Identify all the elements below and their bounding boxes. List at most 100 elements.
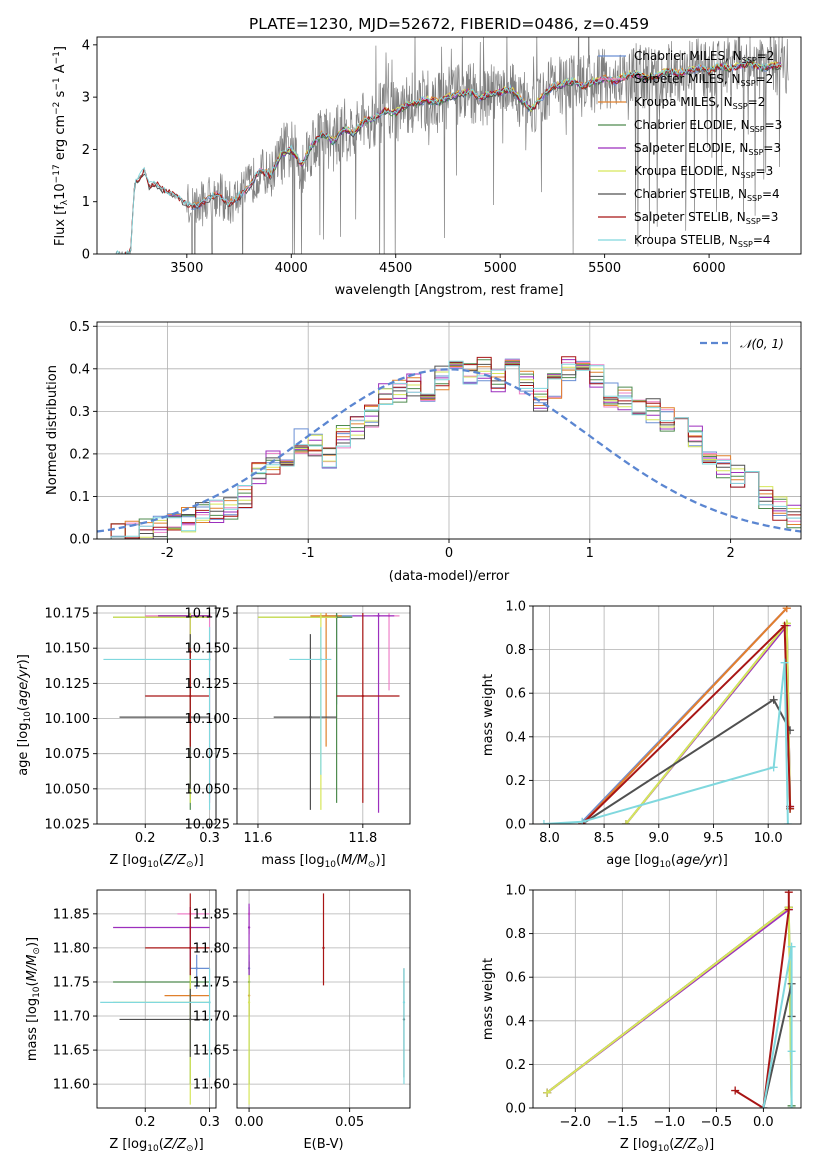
age_vs_Z-xtick-label: 0.3: [199, 831, 220, 846]
mass_vs_Z-chabrier-stelib-point: [189, 1018, 192, 1021]
age_vs_Z-ytick-label: 10.150: [45, 642, 91, 657]
massweight_vs_Z-xlabel-part: )]: [704, 1137, 714, 1152]
resid-ylabel: Normed distribution: [45, 365, 60, 495]
massweight_vs_age-frame: [532, 605, 802, 825]
resid-ytick-label: 0.3: [69, 405, 90, 420]
massweight_vs_age-chabrier-stelib-marker: [769, 695, 778, 704]
spectrum-xtick-label: 6000: [693, 261, 726, 276]
massweight_vs_age-kroupa-stelib-marker: [769, 763, 778, 772]
mass_vs_Z-ytick-label: 11.70: [53, 1010, 90, 1025]
resid-xlabel: (data-model)/error: [389, 569, 510, 584]
spectrum-xtick-label: 4500: [379, 261, 412, 276]
spectrum-ylabel-part: −1: [52, 77, 62, 90]
mass_vs_Z-ylabel-part: )]: [25, 937, 40, 947]
mass_vs_EBV-frame: [236, 889, 411, 1109]
legend-suffix: =2: [757, 49, 775, 63]
massweight_vs_Z-xlabel-part: (: [669, 1137, 674, 1152]
mass_vs_EBV-axes: 0.00 0.05 11.60 11.65 11.70 11.75 11.80 11.85: [193, 889, 411, 1130]
mass_vs_Z-ylabel: mass [log10(M/M⊙)]: [25, 937, 42, 1061]
massweight_vs_age-xlabel: age [log10(age/yr)]: [606, 853, 728, 870]
massweight_vs_age-kroupa-stelib-marker: [539, 820, 548, 824]
legend-text: Kroupa ELODIE, N: [634, 164, 741, 178]
resid-xtick-label: 1: [586, 546, 594, 561]
age_vs_mass-xtick-label: 11.6: [243, 831, 272, 846]
spectrum-xtick-label: 4000: [275, 261, 308, 276]
spectrum-xlabel: wavelength [Angstrom, rest frame]: [335, 283, 564, 298]
spectrum-ytick-label: 3: [82, 91, 90, 106]
massweight_vs_age-xlabel-part: age [log: [606, 853, 659, 868]
legend-sub: SSP: [741, 79, 756, 88]
age_vs_mass-xlabel-part: mass [log: [261, 853, 324, 868]
mass_vs_Z-salpeter-stelib-point: [189, 946, 192, 950]
spectrum-xtick-label: 5000: [484, 261, 517, 276]
age_vs_Z-ytick-label: 10.175: [45, 607, 91, 622]
age_vs_mass-ytick-label: 10.075: [185, 747, 231, 762]
massweight_vs_Z-xlabel: Z [log10(Z/Z⊙)]: [620, 1137, 714, 1154]
spectrum-ytick-label: 2: [82, 143, 90, 158]
massweight_vs_age-axes: 8.0 8.5 9.0 9.5 10.0 0.0 0.2 0.4 0.6 0.8 1.0: [505, 600, 802, 846]
legend-entry: Chabrier MILES, NSSP=2: [634, 49, 774, 65]
spectrum-xtick-label: 5500: [588, 261, 621, 276]
age_vs_Z-plot-area: [103, 613, 211, 810]
mass_vs_Z-frame: [96, 889, 217, 1109]
age_vs_Z-xlabel-part: ⊙: [186, 860, 194, 870]
massweight_vs_Z-frame: [532, 889, 802, 1109]
mass_vs_Z-ytick-label: 11.75: [53, 975, 90, 990]
massweight_vs_age-ytick-label: 0.4: [505, 730, 526, 745]
massweight_vs_age-xlabel-part: age/yr: [676, 853, 719, 868]
spectrum-ylabel: Flux [fλ10−17 erg cm−2 s−1 A−1]: [52, 46, 70, 246]
spectrum-ylabel-part: −1: [52, 51, 62, 64]
legend-entry: Salpeter ELODIE, NSSP=3: [634, 141, 781, 157]
spectrum-ylabel-part: ]: [53, 46, 68, 51]
massweight_vs_Z-xlabel-part: 10: [658, 1144, 670, 1154]
age_vs_mass-xlabel-part: 10: [325, 860, 337, 870]
age_vs_Z-ylabel-part: age/yr: [16, 663, 31, 706]
mass_vs_Z-ytick-label: 11.60: [53, 1078, 90, 1093]
age_vs_Z-ytick-label: 10.050: [45, 782, 91, 797]
legend-suffix: =3: [763, 141, 781, 155]
legend-sub: SSP: [750, 125, 765, 134]
age_vs_mass-xlabel-part: M/M: [341, 853, 368, 868]
resid-plot-area: [97, 356, 801, 539]
mass_vs_EBV-salpeter-elodie-point: [247, 926, 251, 929]
spectrum-ylabel-part: λ: [60, 199, 70, 205]
mass_vs_EBV-ytick-label: 11.85: [193, 907, 230, 922]
spectrum-ytick-label: 0: [82, 248, 90, 263]
legend-text: Chabrier STELIB, N: [634, 187, 747, 201]
age_vs_Z-ytick-label: 10.100: [45, 712, 91, 727]
legend-entry: Kroupa ELODIE, NSSP=3: [634, 164, 773, 180]
mass_vs_EBV-salpeter-stelib-point: [322, 946, 325, 950]
spectrum-axes: 3500 4000 4500 5000 5500 6000 0 1 2 3 4: [82, 36, 802, 276]
legend-entry: Kroupa STELIB, NSSP=4: [634, 233, 771, 249]
massweight_vs_age-kroupa-stelib-marker: [780, 658, 789, 667]
massweight_vs_age-xtick-label: 8.0: [539, 831, 560, 846]
observed-spectrum-line: [115, 37, 789, 254]
age_vs_mass-xlabel-part: (: [336, 853, 341, 868]
massweight_vs_Z-ytick-label: 1.0: [505, 884, 526, 899]
massweight_vs_Z-ylabel: mass weight: [481, 958, 496, 1040]
age_vs_Z-ylabel-part: (: [16, 706, 31, 711]
legend-text: Salpeter MILES, N: [634, 72, 741, 86]
massweight_vs_Z-xlabel-part: ⊙: [696, 1144, 704, 1154]
age_vs_Z-frame: [96, 605, 217, 825]
mass_vs_Z-xtick-label: 0.2: [135, 1115, 156, 1130]
age_vs_Z-xlabel-part: )]: [194, 853, 204, 868]
age_vs_mass-frame: [236, 605, 411, 825]
resid-ytick-label: 0.2: [69, 447, 90, 462]
age_vs_mass-ytick-label: 10.025: [185, 818, 231, 833]
age_vs_mass-ytick-label: 10.150: [185, 642, 231, 657]
mass_vs_Z-xlabel-part: (: [159, 1137, 164, 1152]
massweight_vs_Z-ytick-label: 0.2: [505, 1058, 526, 1073]
legend-entry: Salpeter STELIB, NSSP=3: [634, 210, 778, 226]
legend-text: Salpeter STELIB, N: [634, 210, 746, 224]
massweight_vs_age-xtick-label: 9.0: [648, 831, 669, 846]
age_vs_Z-ylabel-part: )]: [16, 654, 31, 664]
legend-entry: Chabrier STELIB, NSSP=4: [634, 187, 780, 203]
massweight_vs_age-xlabel-part: 10: [659, 860, 671, 870]
legend-sub: SSP: [746, 217, 761, 226]
mass_vs_Z-ytick-label: 11.85: [53, 907, 90, 922]
massweight_vs_Z-salpeter-stelib-marker: [784, 890, 793, 897]
massweight_vs_age-ytick-label: 0.2: [505, 774, 526, 789]
resid-ytick-label: 0.4: [69, 362, 90, 377]
mass_vs_Z-xlabel-part: Z/Z: [163, 1137, 187, 1152]
